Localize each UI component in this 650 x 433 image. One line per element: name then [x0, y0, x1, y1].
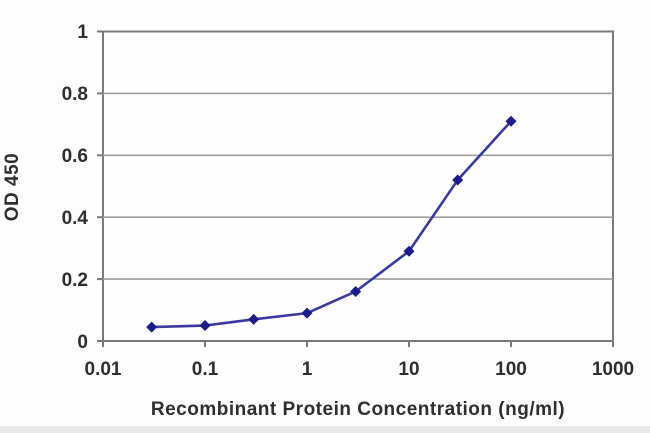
x-axis-title: Recombinant Protein Concentration (ng/ml… [151, 399, 565, 420]
data-point [301, 307, 313, 319]
data-point [146, 321, 158, 333]
y-tick-label: 0.2 [62, 270, 88, 291]
y-axis-title: OD 450 [2, 153, 23, 221]
x-tick-label: 0.01 [85, 359, 122, 380]
data-line [151, 120, 512, 329]
data-point [452, 174, 464, 186]
x-tick-label: 1 [302, 359, 313, 380]
bottom-edge-strip [0, 426, 650, 433]
data-point [403, 245, 415, 257]
y-tick-label: 0 [77, 332, 88, 353]
gridlines [103, 92, 613, 280]
x-tick-label: 1000 [592, 359, 634, 380]
x-tick-label: 0.1 [192, 359, 219, 380]
x-tick-label: 100 [495, 359, 527, 380]
y-tick-label: 0.6 [62, 146, 88, 167]
axis-ticks [97, 30, 614, 347]
y-tick-label: 0.8 [62, 84, 88, 105]
data-series [146, 115, 517, 333]
data-point [350, 285, 362, 297]
data-point [505, 115, 517, 127]
y-tick-label: 0.4 [62, 208, 89, 229]
x-tick-label: 10 [398, 359, 419, 380]
data-point [248, 313, 260, 325]
data-point [199, 320, 211, 332]
y-tick-label: 1 [77, 22, 88, 43]
